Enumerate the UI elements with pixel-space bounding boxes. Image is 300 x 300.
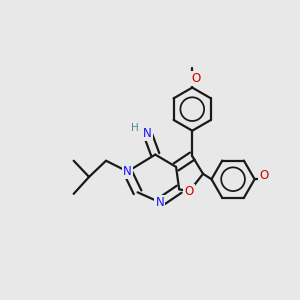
Text: H: H — [131, 123, 139, 133]
Text: N: N — [143, 127, 152, 140]
Text: O: O — [259, 169, 268, 182]
Text: O: O — [184, 185, 194, 198]
Text: N: N — [155, 196, 164, 209]
Text: N: N — [123, 165, 132, 178]
Text: O: O — [191, 72, 201, 85]
